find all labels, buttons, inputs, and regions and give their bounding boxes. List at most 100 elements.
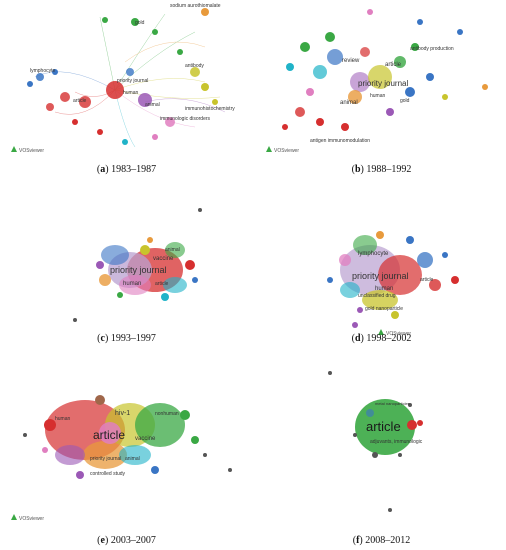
network-map-a: priority journal human article animal go… xyxy=(11,3,235,154)
cluster-node xyxy=(140,245,150,255)
cluster-node xyxy=(352,322,358,328)
panel-a: priority journal human article animal go… xyxy=(5,2,248,175)
cluster-node xyxy=(192,277,198,283)
caption-a: (a) 1983–1987 xyxy=(96,164,157,175)
cluster-node xyxy=(106,81,124,99)
link-edge xyxy=(124,41,206,63)
cluster-node xyxy=(353,235,377,255)
cluster-node xyxy=(97,129,103,135)
cluster-node xyxy=(99,274,111,286)
cluster-node xyxy=(201,8,209,16)
cluster-node xyxy=(417,19,423,25)
node-label: article xyxy=(366,419,401,434)
node-label: article xyxy=(420,277,434,283)
node-label: lymphocyte xyxy=(30,68,56,74)
cluster-node xyxy=(96,261,104,269)
cluster-node xyxy=(362,290,398,310)
cluster-node xyxy=(457,29,463,35)
nodes-e xyxy=(23,395,232,479)
cluster-node xyxy=(386,108,394,116)
cluster-node xyxy=(73,318,77,322)
node-label: lymphocyte xyxy=(358,251,389,257)
node-label: vaccine xyxy=(135,436,156,442)
node-label: animal xyxy=(125,456,140,462)
cluster-node xyxy=(177,49,183,55)
link-edge xyxy=(114,78,206,91)
node-label: antigen immunomodulation xyxy=(310,138,370,144)
cluster-node xyxy=(353,433,357,437)
cluster-node xyxy=(117,292,123,298)
node-label: nonhuman xyxy=(155,411,179,417)
link-edge xyxy=(11,514,17,520)
cluster-node xyxy=(119,445,151,465)
network-map-b: priority journal review animal article h… xyxy=(266,9,488,154)
nodes-b xyxy=(282,9,488,131)
labels-a: priority journal human article animal go… xyxy=(30,3,235,122)
cluster-node xyxy=(282,124,288,130)
nodes-f xyxy=(328,371,423,512)
edges-a xyxy=(34,13,226,148)
cluster-node xyxy=(442,252,448,258)
link-edge xyxy=(99,16,116,91)
link-edge xyxy=(114,13,166,91)
cluster-node xyxy=(60,92,70,102)
cluster-node xyxy=(163,277,187,293)
cluster-node xyxy=(99,422,121,444)
vosviewer-logo: VOSviewer xyxy=(266,146,299,154)
cluster-node xyxy=(325,32,335,42)
cluster-node xyxy=(27,81,33,87)
map-element: VOSviewer xyxy=(274,148,299,154)
cluster-node xyxy=(313,65,327,79)
cluster-node xyxy=(408,403,412,407)
cluster-node xyxy=(52,69,58,75)
node-label: controlled study xyxy=(90,471,126,477)
cluster-node xyxy=(185,260,195,270)
cluster-node xyxy=(348,90,362,104)
network-map-e: article hiv-1 priority journal vaccine h… xyxy=(11,395,232,522)
network-map-d: priority journal lymphocyte human unclas… xyxy=(327,231,459,337)
panel-d: priority journal lymphocyte human unclas… xyxy=(260,185,503,345)
cluster-node xyxy=(72,119,78,125)
cluster-node xyxy=(203,453,207,457)
cluster-node xyxy=(411,43,419,51)
node-label: sodium aurothiomalate xyxy=(170,3,221,9)
cluster-node xyxy=(426,73,434,81)
cluster-node xyxy=(161,293,169,301)
labels-e: article hiv-1 priority journal vaccine h… xyxy=(55,410,179,477)
cluster-node xyxy=(152,134,158,140)
labels-d: priority journal lymphocyte human unclas… xyxy=(352,251,434,312)
caption-d: (d) 1998–2002 xyxy=(351,333,412,344)
cluster-node xyxy=(376,231,384,239)
panel-c: priority journal vaccine human article a… xyxy=(5,185,248,345)
cluster-node xyxy=(83,441,127,469)
node-label: human xyxy=(123,90,139,96)
node-label: antibody xyxy=(185,63,204,69)
cluster-node xyxy=(388,508,392,512)
link-edge xyxy=(114,89,221,99)
caption-f: (f) 2008–2012 xyxy=(352,535,411,546)
cluster-node xyxy=(340,282,360,298)
node-label: human xyxy=(123,281,141,287)
cluster-node xyxy=(295,107,305,117)
node-label: article xyxy=(385,62,402,68)
network-map-f: article adjuvants, immunologic metal nan… xyxy=(328,371,423,512)
map-element: VOSviewer xyxy=(19,516,44,522)
node-label: hiv-1 xyxy=(115,410,130,417)
cluster-node xyxy=(357,307,363,313)
cluster-node xyxy=(378,255,422,295)
link-edge xyxy=(144,98,226,113)
link-edge xyxy=(114,89,136,148)
node-label: human xyxy=(55,416,71,422)
cluster-node xyxy=(372,452,378,458)
vosviewer-logo: VOSviewer xyxy=(11,514,44,522)
node-label: gold nanoparticle xyxy=(365,306,403,312)
cluster-node xyxy=(102,17,108,23)
cluster-node xyxy=(42,447,48,453)
vosviewer-logo: VOSviewer xyxy=(11,146,44,154)
node-label: unclassified drug xyxy=(358,293,396,299)
node-label: gold xyxy=(135,20,145,26)
node-label: animal xyxy=(165,247,180,253)
link-edge xyxy=(266,146,272,152)
cluster-node xyxy=(135,403,185,447)
cluster-node xyxy=(360,47,370,57)
